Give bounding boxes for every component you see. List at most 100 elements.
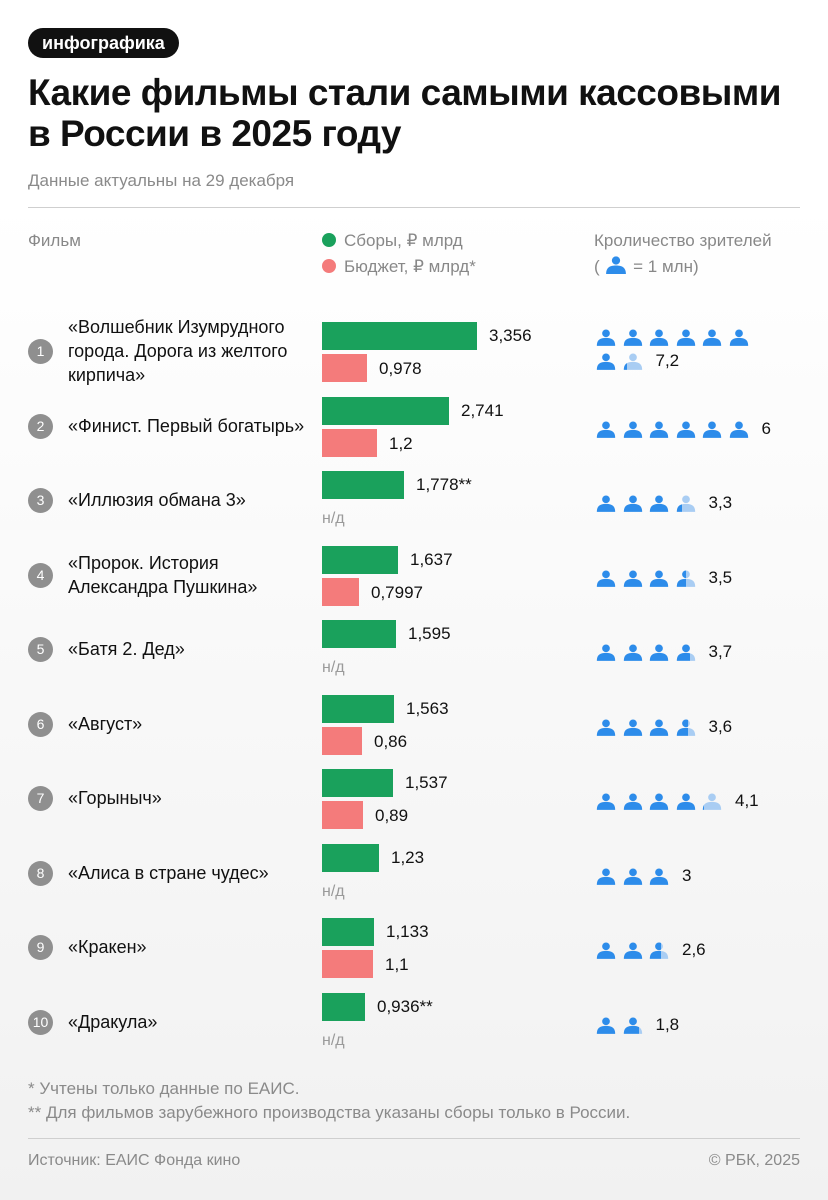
viewers-value-label: 3,3 xyxy=(708,493,733,512)
viewers-value-label: 3,7 xyxy=(708,642,733,661)
person-icon xyxy=(623,644,643,666)
person-icon xyxy=(702,793,722,815)
table-row: 3 «Иллюзия обмана 3» 1,778** н/д 3,3 xyxy=(0,469,828,544)
rank-badge: 7 xyxy=(28,786,53,811)
gross-bar xyxy=(322,694,394,723)
viewers-unit-label: = 1 млн) xyxy=(633,257,699,276)
person-icon xyxy=(649,942,669,964)
gross-value-label: 1,537 xyxy=(405,773,448,792)
gross-value-label: 1,133 xyxy=(386,922,429,941)
person-icon xyxy=(649,570,669,592)
person-icon xyxy=(606,256,627,274)
budget-bar xyxy=(322,428,377,457)
person-icon xyxy=(623,570,643,592)
person-icon xyxy=(623,1017,643,1039)
person-icon xyxy=(623,793,643,815)
gross-value-label: 1,563 xyxy=(406,698,449,718)
film-title: «Волшебник Изумрудного города. Дорога из… xyxy=(68,317,288,385)
person-icon xyxy=(676,719,696,741)
film-title: «Финист. Первый богатырь» xyxy=(68,415,305,436)
person-icon xyxy=(702,329,722,351)
gross-value-label: 2,741 xyxy=(461,400,504,420)
person-icon xyxy=(729,421,749,443)
budget-na-label: н/д xyxy=(322,659,345,676)
person-icon xyxy=(596,353,616,375)
person-icon xyxy=(649,644,669,666)
rank-badge: 2 xyxy=(28,413,53,439)
budget-value-label: 0,89 xyxy=(375,806,409,825)
viewers-value-label: 4,1 xyxy=(735,791,759,810)
person-icon xyxy=(649,793,669,815)
rank-badge: 5 xyxy=(28,637,53,662)
budget-value-label: 1,2 xyxy=(389,433,413,453)
rank-badge: 9 xyxy=(28,935,53,960)
person-icon xyxy=(596,942,616,964)
legend-gross: Сборы, ₽ млрд xyxy=(322,229,463,253)
gross-bar xyxy=(322,992,365,1021)
person-icon xyxy=(649,719,669,741)
viewers-unit-legend: ( = 1 млн) xyxy=(594,255,699,279)
film-title: «Август» xyxy=(68,713,143,734)
legend-gross-swatch xyxy=(322,233,336,247)
person-icon xyxy=(676,644,696,666)
footnote-1: * Учтены только данные по ЕАИС. xyxy=(28,1079,300,1098)
viewers-value-label: 1,8 xyxy=(655,1014,680,1034)
table-row: 7 «Горыныч» 1,537 0,89 4,1 xyxy=(0,767,828,842)
viewers-value-label: 6 xyxy=(761,418,771,438)
budget-bar xyxy=(322,577,359,606)
budget-value-label: 0,86 xyxy=(374,731,408,751)
person-icon xyxy=(623,942,643,964)
budget-bar xyxy=(322,726,362,755)
person-icon xyxy=(596,495,616,517)
gross-value-label: 0,936** xyxy=(377,996,433,1016)
person-icon xyxy=(623,353,643,375)
film-column-header: Фильм xyxy=(28,231,81,250)
viewers-value-label: 3,5 xyxy=(708,567,733,587)
gross-bar xyxy=(322,769,393,797)
person-icon xyxy=(596,644,616,666)
person-icon xyxy=(623,868,643,890)
viewers-column-header: Кроличество зрителей xyxy=(594,231,772,250)
person-icon xyxy=(649,868,669,890)
person-icon xyxy=(596,1017,616,1039)
divider-bottom xyxy=(28,1138,800,1139)
viewers-value-label: 2,6 xyxy=(682,940,706,959)
budget-value-label: 0,7997 xyxy=(371,582,423,602)
person-icon xyxy=(649,421,669,443)
table-row: 4 «Пророк. История Александра Пушкина» 1,6… xyxy=(0,544,828,619)
gross-bar xyxy=(322,396,449,425)
film-title: «Пророк. История Александра Пушкина» xyxy=(68,552,258,597)
budget-na-label: н/д xyxy=(322,1031,345,1049)
page-subtitle: Данные актуальны на 29 декабря xyxy=(28,171,295,190)
film-title: «Иллюзия обмана 3» xyxy=(68,490,246,510)
viewers-value-label: 3,6 xyxy=(708,716,733,736)
gross-value-label: 1,23 xyxy=(391,847,425,867)
person-icon xyxy=(623,329,643,351)
rank-badge: 10 xyxy=(28,1009,53,1035)
person-icon xyxy=(649,329,669,351)
table-row: 2 «Финист. Первый богатырь» 2,741 1,2 6 xyxy=(0,395,828,470)
table-row: 9 «Кракен» 1,133 1,1 2,6 xyxy=(0,916,828,991)
person-icon xyxy=(676,793,696,815)
person-icon xyxy=(596,329,616,351)
gross-bar xyxy=(322,843,379,872)
person-icon xyxy=(649,495,669,517)
gross-bar xyxy=(322,918,374,946)
film-title: «Горыныч» xyxy=(68,788,162,808)
legend-gross-label: Сборы, ₽ млрд xyxy=(344,231,463,250)
viewers-unit-open: ( xyxy=(594,257,600,276)
person-icon xyxy=(702,421,722,443)
table-row: 6 «Август» 1,563 0,86 3,6 xyxy=(0,693,828,768)
table-row: 8 «Алиса в стране чудес» 1,23 н/д 3 xyxy=(0,842,828,917)
rank-badge: 8 xyxy=(28,860,53,886)
person-icon xyxy=(596,421,616,443)
gross-bar xyxy=(322,322,477,350)
divider-top xyxy=(28,207,800,208)
budget-value-label: 0,978 xyxy=(379,359,422,378)
film-title: «Кракен» xyxy=(68,937,147,957)
gross-value-label: 3,356 xyxy=(489,326,532,345)
gross-bar xyxy=(322,620,396,648)
person-icon xyxy=(623,719,643,741)
budget-na-label: н/д xyxy=(322,882,345,900)
budget-bar xyxy=(322,950,373,978)
